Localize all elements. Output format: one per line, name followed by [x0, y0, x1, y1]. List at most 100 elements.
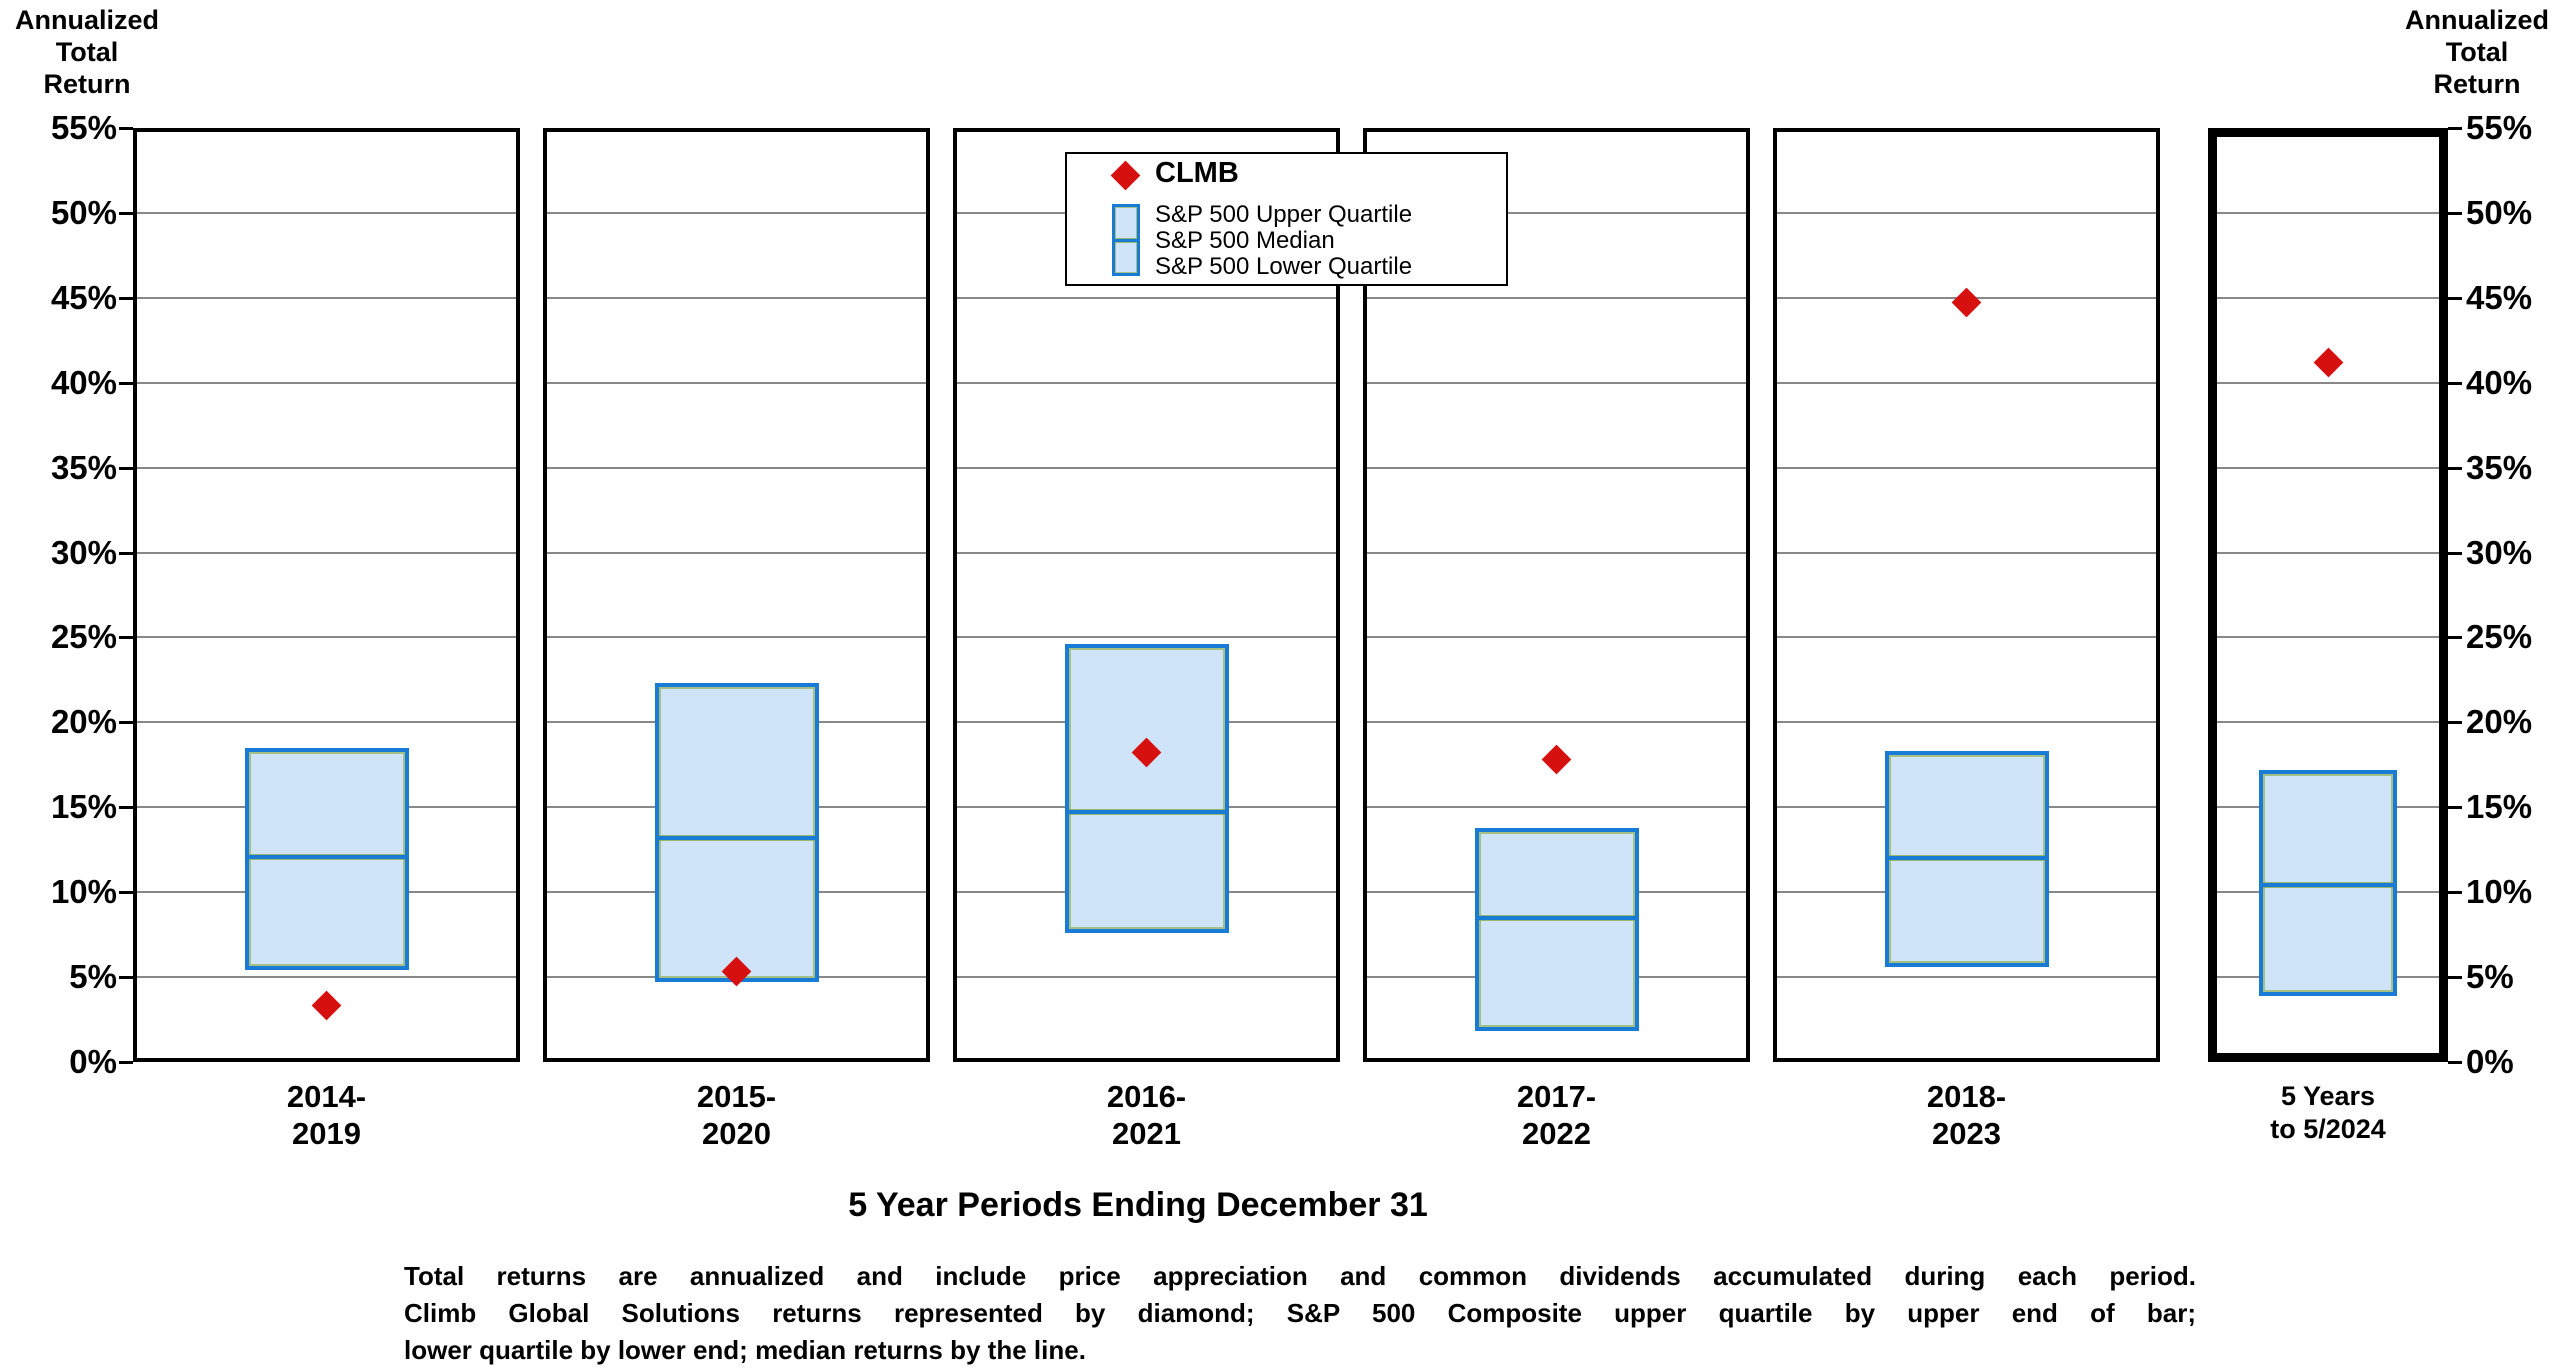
y-axis-tick [2448, 976, 2462, 980]
gridline [547, 466, 926, 469]
y-axis-tick [119, 976, 133, 980]
sp500-quartile-box [244, 747, 409, 971]
legend-item-median: S&P 500 Median [1155, 227, 1335, 254]
gridline [137, 551, 516, 554]
gridline [137, 211, 516, 214]
gridline [2217, 636, 2439, 639]
footnote-line: Climb Global Solutions returns represent… [404, 1298, 2196, 1328]
gridline [957, 551, 1336, 554]
gridline [547, 211, 926, 214]
gridline [1367, 466, 1746, 469]
footnote-line: lower quartile by lower end; median retu… [404, 1335, 1086, 1365]
y-axis-tick [119, 211, 133, 215]
sp500-quartile-box [1064, 644, 1229, 933]
gridline [957, 976, 1336, 979]
gridline [1367, 211, 1746, 214]
sp500-median-line [248, 854, 405, 859]
y-axis-tick [2448, 466, 2462, 470]
y-axis-label: 25% [50, 618, 117, 656]
gridline [137, 466, 516, 469]
gridline [137, 381, 516, 384]
clmb-diamond-icon [1110, 160, 1141, 191]
y-axis-label: 45% [2466, 278, 2533, 316]
gridline [2217, 721, 2439, 724]
legend-clmb-label: CLMB [1155, 157, 1239, 189]
y-axis-tick [119, 127, 133, 130]
gridline [2217, 466, 2439, 469]
y-axis-tick [2448, 296, 2462, 300]
y-axis-tick [119, 721, 133, 725]
left-axis-title: Annualized Total Return [14, 5, 159, 99]
y-axis-label: 15% [50, 788, 117, 826]
y-axis-tick [2448, 891, 2462, 895]
y-axis-tick [2448, 1061, 2462, 1064]
y-axis-label: 25% [2466, 618, 2533, 656]
y-axis-label: 5% [2466, 958, 2514, 996]
sp500-quartile-box [2259, 769, 2397, 996]
median-line-icon [1115, 239, 1137, 242]
legend-item-lower-quartile: S&P 500 Lower Quartile [1155, 253, 1413, 280]
y-axis-label: 40% [2466, 363, 2533, 401]
x-axis-label: 2014- 2019 [286, 1079, 367, 1151]
y-axis-label: 50% [2466, 193, 2533, 231]
y-axis-label: 30% [2466, 533, 2533, 571]
gridline [1777, 466, 2156, 469]
y-axis-label: 35% [50, 448, 117, 486]
legend-item-upper-quartile: S&P 500 Upper Quartile [1155, 201, 1413, 228]
y-axis-label: 0% [2466, 1043, 2514, 1080]
gridline [957, 296, 1336, 299]
x-axis-label: 2017- 2022 [1516, 1079, 1597, 1151]
footnote-line: Total returns are annualized and include… [404, 1261, 2196, 1291]
y-axis-label: 10% [2466, 873, 2533, 911]
y-axis-label: 20% [50, 703, 117, 741]
gridline [957, 381, 1336, 384]
y-axis-label: 55% [50, 109, 117, 146]
gridline [1367, 636, 1746, 639]
sp500-quartile-box [654, 683, 819, 983]
y-axis-label: 10% [50, 873, 117, 911]
y-axis-tick [119, 1061, 133, 1064]
gridline [1777, 636, 2156, 639]
y-axis-label: 50% [50, 193, 117, 231]
y-axis-tick [119, 806, 133, 810]
y-axis-tick [2448, 551, 2462, 555]
legend: CLMB S&P 500 Upper Quartile S&P 500 Medi… [1065, 152, 1508, 286]
y-axis-label: 15% [2466, 788, 2533, 826]
x-axis-label: 5 Years to 5/2024 [2270, 1081, 2386, 1144]
gridline [547, 381, 926, 384]
gridline [2217, 211, 2439, 214]
gridline [1777, 381, 2156, 384]
gridline [1777, 551, 2156, 554]
y-axis-tick [2448, 806, 2462, 810]
gridline [1777, 721, 2156, 724]
gridline [547, 636, 926, 639]
gridline [1367, 551, 1746, 554]
y-axis-label: 0% [69, 1043, 117, 1080]
y-axis-tick [2448, 127, 2462, 130]
gridline [137, 721, 516, 724]
y-axis-tick [119, 891, 133, 895]
sp500-median-line [1478, 915, 1635, 920]
gridline [2217, 296, 2439, 299]
gridline [137, 636, 516, 639]
gridline [547, 551, 926, 554]
y-axis-tick [119, 381, 133, 385]
sp500-median-line [2263, 883, 2393, 888]
y-axis-tick [119, 296, 133, 300]
y-axis-label: 30% [50, 533, 117, 571]
gridline [2217, 551, 2439, 554]
x-axis-title: 5 Year Periods Ending December 31 [848, 1186, 1428, 1224]
right-axis-title: Annualized Total Return [2404, 5, 2549, 99]
x-axis-label: 2015- 2020 [696, 1079, 777, 1151]
y-axis-label: 45% [50, 278, 117, 316]
footnote: Total returns are annualized and include… [404, 1258, 2196, 1369]
y-axis-tick [119, 636, 133, 640]
sp500-median-line [1888, 856, 2045, 861]
y-axis-tick [119, 466, 133, 470]
y-axis-label: 55% [2466, 109, 2533, 146]
gridline [2217, 381, 2439, 384]
y-axis-tick [2448, 211, 2462, 215]
y-axis-tick [119, 551, 133, 555]
sp500-quartile-box-icon [1112, 204, 1140, 276]
